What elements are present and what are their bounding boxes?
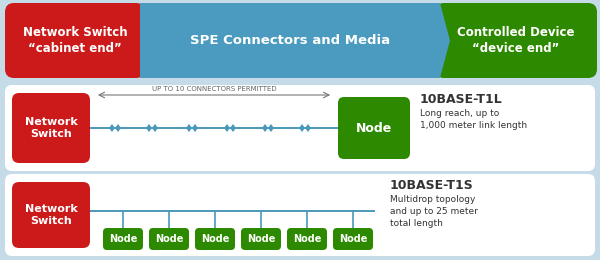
Text: SPE Connectors and Media: SPE Connectors and Media [190, 34, 390, 47]
FancyBboxPatch shape [195, 228, 235, 250]
FancyBboxPatch shape [333, 228, 373, 250]
Text: UP TO 10 CONNECTORS PERMITTED: UP TO 10 CONNECTORS PERMITTED [152, 86, 277, 92]
FancyBboxPatch shape [12, 93, 90, 163]
Text: Node: Node [201, 234, 229, 244]
Text: Controlled Device
“device end”: Controlled Device “device end” [457, 25, 575, 55]
Text: Network
Switch: Network Switch [25, 117, 77, 139]
FancyBboxPatch shape [5, 3, 145, 78]
FancyBboxPatch shape [149, 228, 189, 250]
FancyBboxPatch shape [338, 97, 410, 159]
Text: 10BASE-T1S: 10BASE-T1S [390, 179, 474, 192]
Polygon shape [140, 3, 450, 78]
FancyBboxPatch shape [287, 228, 327, 250]
Text: Node: Node [356, 121, 392, 134]
Text: Network
Switch: Network Switch [25, 204, 77, 226]
FancyBboxPatch shape [5, 174, 595, 256]
Text: Node: Node [247, 234, 275, 244]
Text: Node: Node [339, 234, 367, 244]
FancyBboxPatch shape [5, 85, 595, 171]
Text: Long reach, up to
1,000 meter link length: Long reach, up to 1,000 meter link lengt… [420, 109, 527, 130]
Text: Node: Node [293, 234, 321, 244]
Text: Multidrop topology
and up to 25 meter
total length: Multidrop topology and up to 25 meter to… [390, 195, 478, 228]
FancyBboxPatch shape [103, 228, 143, 250]
Text: 10BASE-T1L: 10BASE-T1L [420, 93, 503, 106]
Text: Node: Node [109, 234, 137, 244]
FancyBboxPatch shape [435, 3, 597, 78]
FancyBboxPatch shape [12, 182, 90, 248]
Text: Network Switch
“cabinet end”: Network Switch “cabinet end” [23, 25, 127, 55]
FancyBboxPatch shape [241, 228, 281, 250]
Text: Node: Node [155, 234, 183, 244]
